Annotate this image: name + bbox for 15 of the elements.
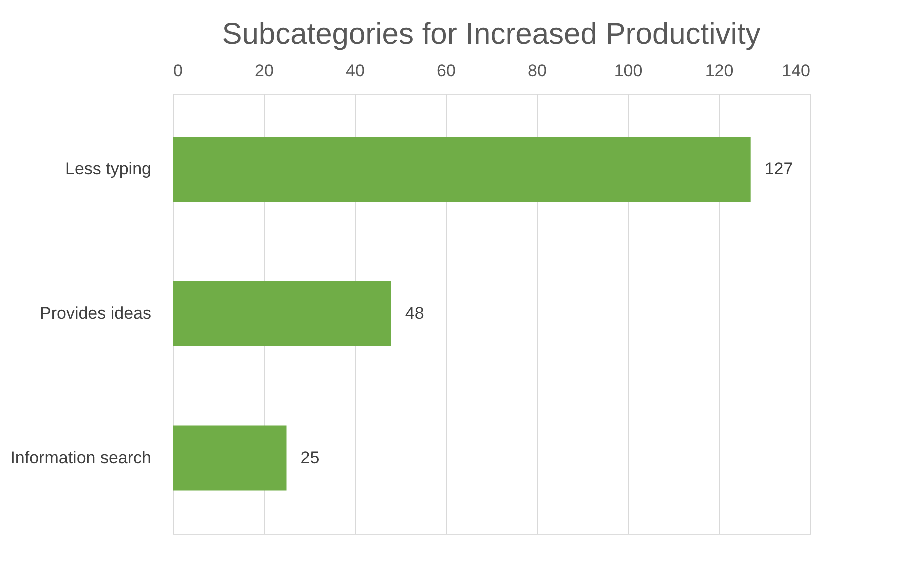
data-label: 25 [300, 448, 320, 468]
data-label: 48 [405, 304, 424, 323]
y-tick-label: Provides ideas [40, 304, 152, 323]
x-tick-label: 100 [614, 62, 643, 80]
x-tick-label: 40 [346, 62, 365, 80]
x-tick-label: 140 [782, 62, 810, 80]
data-label: 127 [764, 160, 794, 179]
x-tick-label: 60 [437, 62, 456, 80]
x-tick-label: 80 [528, 62, 547, 80]
y-tick-label: Information search [10, 448, 152, 468]
x-tick-label: 0 [174, 62, 183, 80]
y-tick-label: Less typing [66, 160, 152, 179]
x-tick-label: 20 [255, 62, 274, 80]
chart-title: Subcategories for Increased Productivity [222, 18, 761, 51]
x-tick-label: 120 [705, 62, 734, 80]
